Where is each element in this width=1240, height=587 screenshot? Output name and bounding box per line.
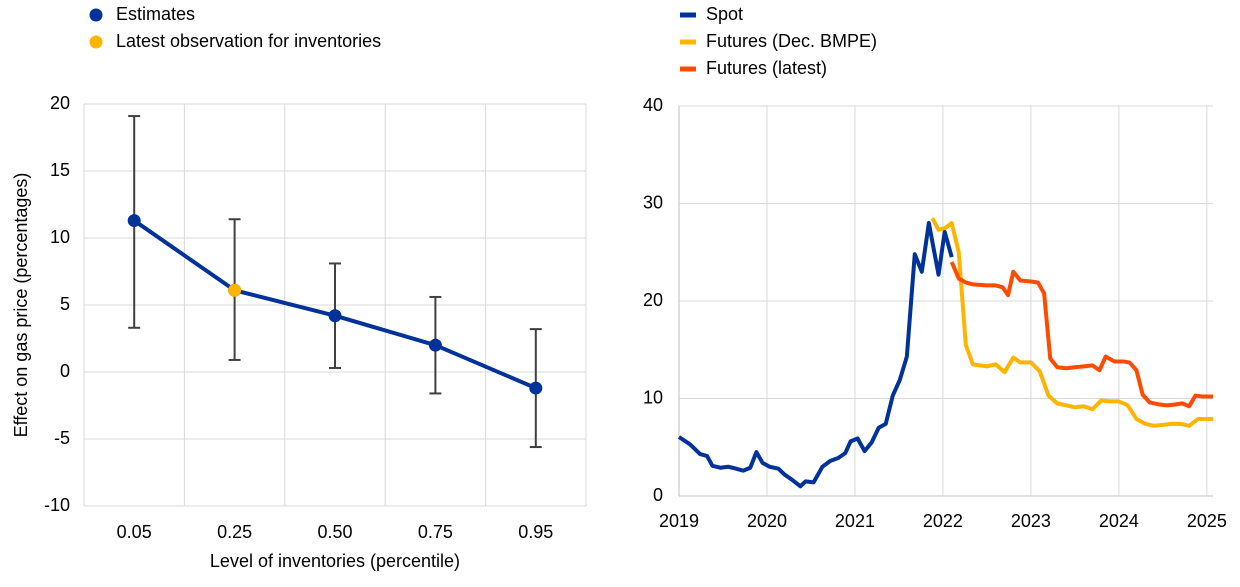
series-line xyxy=(949,261,1213,409)
y-tick-label: 20 xyxy=(643,290,663,310)
x-tick-label: 2019 xyxy=(659,511,699,531)
x-tick-label: 2020 xyxy=(747,511,787,531)
legend-label: Latest observation for inventories xyxy=(116,31,381,51)
y-tick-label: -10 xyxy=(44,495,70,515)
x-tick-label: 2023 xyxy=(1011,511,1051,531)
legend-label: Estimates xyxy=(116,4,195,24)
y-tick-label: 10 xyxy=(643,387,663,407)
x-tick-label: 0.75 xyxy=(418,522,453,542)
y-tick-label: 30 xyxy=(643,192,663,212)
point xyxy=(529,381,543,395)
x-tick-label: 0.50 xyxy=(317,522,352,542)
series-line xyxy=(677,221,954,489)
y-tick-label: 10 xyxy=(50,227,70,247)
point xyxy=(328,309,342,323)
y-tick-label: 15 xyxy=(50,160,70,180)
point xyxy=(428,338,442,352)
x-tick-label: 2024 xyxy=(1099,511,1139,531)
legend-marker xyxy=(89,8,103,22)
point xyxy=(127,214,141,228)
y-tick-label: 0 xyxy=(60,361,70,381)
x-tick-label: 0.05 xyxy=(117,522,152,542)
y-tick-label: 40 xyxy=(643,95,663,115)
y-tick-label: 5 xyxy=(60,294,70,314)
point xyxy=(228,283,242,297)
x-tick-label: 0.25 xyxy=(217,522,252,542)
series-line xyxy=(930,217,1213,428)
x-tick-label: 0.95 xyxy=(518,522,553,542)
legend-marker xyxy=(89,35,103,49)
y-tick-label: 0 xyxy=(653,485,663,505)
legend-label: Futures (Dec. BMPE) xyxy=(706,31,877,51)
x-tick-label: 2025 xyxy=(1187,511,1227,531)
legend-label: Futures (latest) xyxy=(706,58,827,78)
x-tick-label: 2021 xyxy=(835,511,875,531)
y-axis-label: Effect on gas price (percentages) xyxy=(11,173,31,438)
y-tick-label: -5 xyxy=(54,428,70,448)
x-axis-label: Level of inventories (percentile) xyxy=(210,551,460,571)
y-tick-label: 20 xyxy=(50,93,70,113)
x-tick-label: 2022 xyxy=(923,511,963,531)
legend-label: Spot xyxy=(706,4,743,24)
